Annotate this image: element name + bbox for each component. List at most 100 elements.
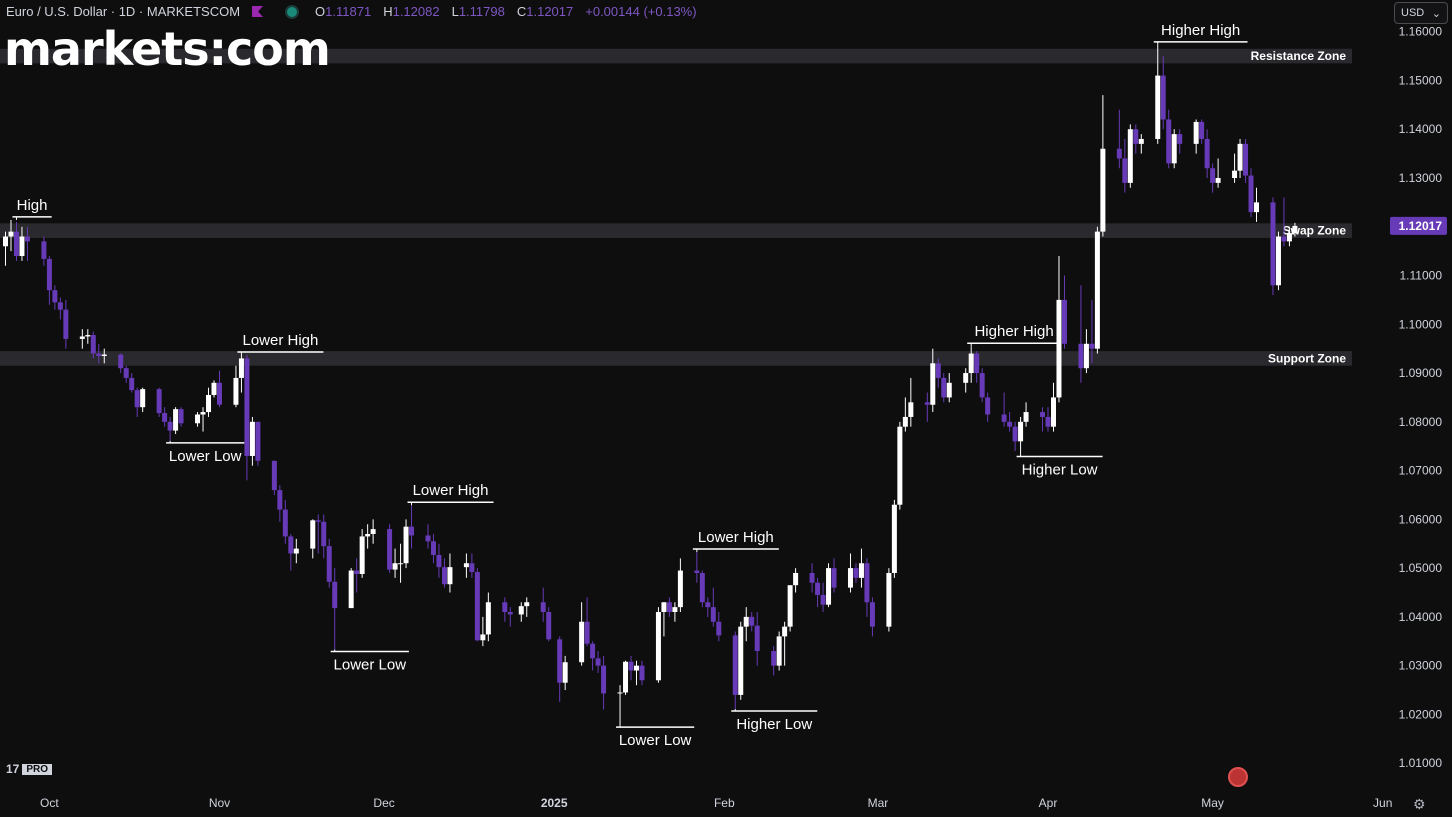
candle-body (1232, 170, 1238, 178)
time-tick-label: Feb (714, 796, 735, 810)
candle-body (474, 572, 480, 641)
price-tick-label: 1.08000 (1399, 415, 1443, 429)
time-axis: Oct Nov Dec 2025 Feb Mar Apr May Jun (40, 796, 1392, 810)
candle-body (480, 634, 486, 641)
candle-body (63, 309, 69, 339)
markets-com-logo: markets:com (4, 22, 331, 76)
candle-body (869, 602, 875, 627)
us-flag-icon[interactable] (1228, 767, 1248, 787)
time-tick-label: Oct (40, 796, 59, 810)
zone-band (0, 223, 1352, 238)
candle-body (1248, 175, 1254, 213)
candle-body (518, 606, 524, 615)
candle-body (617, 692, 623, 694)
candle-body (463, 563, 469, 568)
candle-body (677, 570, 683, 608)
candle-body (507, 612, 513, 615)
candle-body (1193, 121, 1199, 144)
swing-label: Higher Low (736, 716, 812, 733)
candle-body (601, 665, 607, 694)
candle-body (1061, 299, 1067, 344)
candle-body (1166, 119, 1172, 164)
candle-body (447, 567, 453, 585)
candle-body (831, 568, 837, 588)
candle-body (96, 353, 102, 356)
candle-body (1215, 177, 1221, 183)
candle-body (255, 421, 261, 461)
price-tick-label: 1.14000 (1399, 122, 1443, 136)
candle-body (771, 651, 777, 666)
candle-body (705, 602, 711, 608)
price-tick-label: 1.07000 (1399, 464, 1443, 478)
candle-body (1254, 202, 1260, 213)
flag-icon[interactable] (252, 6, 264, 17)
candle-body (123, 368, 129, 378)
candle-body (546, 612, 552, 640)
candle-body (354, 570, 360, 574)
candle-body (985, 397, 991, 415)
candle-body (326, 546, 332, 582)
candle-body (41, 241, 47, 259)
currency-select[interactable]: USD ⌄ (1394, 2, 1448, 24)
candle-body (738, 626, 744, 695)
candle-body (1281, 236, 1287, 242)
swing-label: Lower Low (619, 732, 692, 749)
candle-body (485, 602, 491, 635)
candle-body (387, 529, 393, 570)
candle-body (924, 402, 930, 405)
candle-body (1127, 129, 1133, 183)
price-tick-label: 1.03000 (1399, 659, 1443, 673)
candle-body (441, 567, 447, 585)
candle-body (946, 382, 952, 398)
chevron-down-icon: ⌄ (1431, 7, 1441, 20)
candle-body (1237, 143, 1243, 171)
swing-label: Higher High (974, 323, 1053, 340)
candle-body (864, 563, 870, 603)
candle-body (8, 231, 14, 237)
tradingview-logo[interactable]: 17 PRO (6, 762, 53, 776)
candle-body (249, 421, 255, 456)
candle-body (1040, 412, 1046, 417)
candle-body (409, 526, 415, 536)
candle-body (195, 414, 201, 424)
zone-label: Resistance Zone (1251, 49, 1347, 63)
candle-body (820, 594, 826, 605)
candle-body (886, 572, 892, 627)
symbol-title[interactable]: Euro / U.S. Dollar · 1D · MARKETSCOM (6, 4, 241, 19)
time-tick-label: Dec (373, 796, 394, 810)
candle-body (655, 612, 661, 681)
candle-body (732, 635, 738, 695)
candle-body (469, 563, 475, 573)
candle-body (579, 621, 585, 663)
candle-body (902, 416, 908, 427)
candle-body (1199, 121, 1205, 139)
gear-icon[interactable]: ⚙ (1413, 796, 1426, 812)
candle-body (815, 582, 821, 595)
candle-body (101, 354, 107, 356)
price-tick-label: 1.04000 (1399, 610, 1443, 624)
last-price-label: 1.12017 (1399, 219, 1443, 233)
candle-body (930, 363, 936, 405)
ohlc-open: O1.11871 (315, 4, 372, 19)
candle-body (19, 236, 25, 257)
candle-body (809, 572, 815, 583)
candle-body (392, 563, 398, 570)
candle-body (403, 526, 409, 564)
candle-body (288, 536, 294, 554)
candle-body (293, 548, 299, 554)
candle-body (1012, 426, 1018, 442)
swing-label: Lower High (242, 332, 318, 349)
last-price-tag (1390, 216, 1447, 235)
candle-body (140, 389, 146, 408)
price-tick-label: 1.09000 (1399, 366, 1443, 380)
candle-body (1078, 343, 1084, 369)
candle-body (1116, 148, 1122, 159)
tv-logo-mark: 17 (6, 762, 20, 776)
candle-body (1177, 134, 1183, 144)
candle-body (935, 363, 941, 378)
candle-body (134, 390, 140, 408)
price-tick-label: 1.01000 (1399, 756, 1443, 770)
candle-body (282, 509, 288, 537)
price-tick-label: 1.13000 (1399, 171, 1443, 185)
